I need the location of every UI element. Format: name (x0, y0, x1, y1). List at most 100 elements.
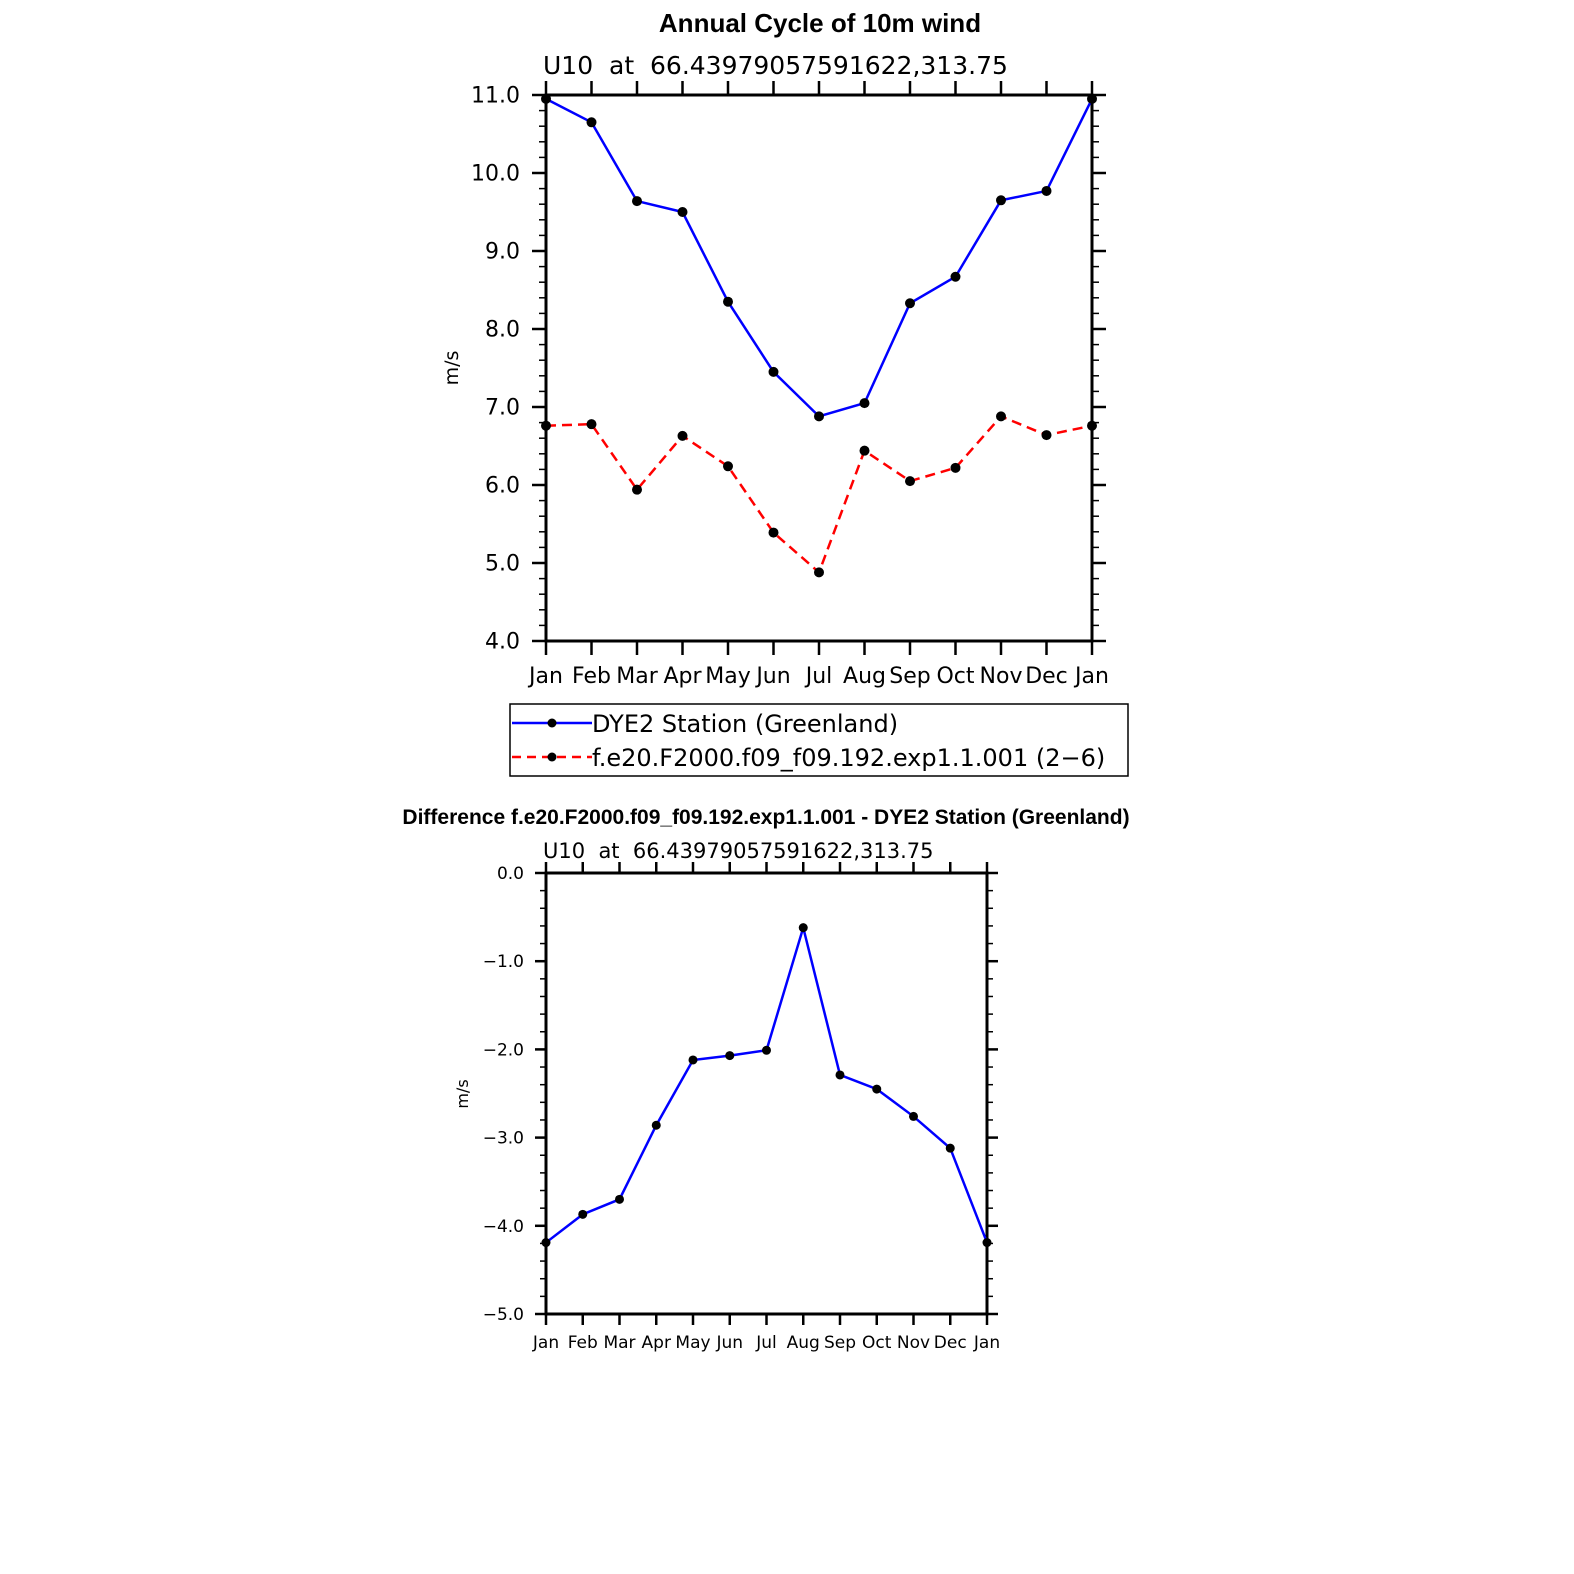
chart1-series-1-point (632, 484, 642, 495)
legend-marker-obs (547, 718, 557, 728)
chart1-axes: Jan Feb Mar Apr May Jun Jul Aug Sep Oct Nov Dec Jan4… (471, 81, 1109, 689)
chart2-ytick-label: −1.0 (483, 952, 524, 972)
difference-chart: Difference f.e20.F2000.f09_f09.192.exp1.… (402, 806, 1129, 1353)
chart2-ytick-label: −2.0 (483, 1040, 524, 1060)
chart2-xtick-label: Jun (715, 1333, 743, 1353)
chart1-xtick-label: Dec (1025, 664, 1068, 689)
annual-cycle-chart: Annual Cycle of 10m wind U10 at 66.43979… (441, 8, 1129, 777)
chart1-series-0-point (996, 195, 1006, 206)
chart1-series-0-point (586, 117, 597, 128)
chart1-frame (544, 93, 1094, 643)
chart1-xtick-label: Jul (804, 664, 833, 689)
chart2-series-0-point (651, 1120, 661, 1130)
chart2-series-0-point (615, 1194, 624, 1204)
chart2-series-0-point (982, 1238, 992, 1248)
chart2-series-0-point (541, 1238, 551, 1248)
chart2-xtick-label: Jan (532, 1333, 559, 1353)
chart1-series-1-point (814, 567, 824, 578)
chart2-xtick-label: Oct (862, 1333, 892, 1353)
legend-label-model: f.e20.F2000.f09_f09.192.exp1.1.001 (2−6) (592, 744, 1105, 772)
chart1-xtick-label: Oct (936, 664, 974, 689)
chart2-xtick-label: Sep (824, 1333, 856, 1353)
chart1-xtick-label: Feb (572, 664, 611, 689)
chart1-series-1-point (859, 445, 870, 456)
chart2-xtick-label: Aug (787, 1333, 820, 1353)
chart1-xtick-label: Jun (754, 664, 790, 689)
chart1-series-line-0 (545, 97, 1094, 418)
chart1-ylabel: m/s (441, 351, 463, 386)
chart1-series-0-point (541, 93, 551, 104)
chart1-series-0-point (905, 298, 915, 309)
chart2-xtick-label: May (675, 1333, 710, 1353)
chart2-series-0-point (688, 1055, 698, 1065)
chart1-series-1-point (1041, 430, 1052, 441)
chart1-series-1-point (1087, 420, 1097, 431)
chart1-series-1-point (723, 461, 733, 472)
chart1-ytick-label: 4.0 (485, 630, 520, 655)
chart2-series-0-point (762, 1045, 771, 1055)
legend-label-obs: DYE2 Station (Greenland) (592, 710, 898, 738)
chart2-series-0-point (578, 1209, 588, 1219)
chart2-series-group (541, 922, 992, 1248)
chart2-xtick-label: Jan (973, 1333, 1000, 1353)
chart2-xtick-label: Nov (897, 1333, 930, 1353)
chart1-series-1-point (768, 527, 779, 538)
chart1-series-0-point (632, 196, 642, 207)
chart2-ylabel: m/s (453, 1079, 472, 1108)
chart2-title: Difference f.e20.F2000.f09_f09.192.exp1.… (402, 806, 1129, 829)
chart2-series-0-point (909, 1111, 918, 1121)
chart1-series-0-point (814, 411, 824, 422)
chart1-series-1-point (541, 420, 551, 431)
chart2-xtick-label: Feb (568, 1333, 598, 1353)
chart2-series-0-point (798, 923, 808, 933)
chart1-xtick-label: Jan (527, 664, 563, 689)
chart2-series-line-0 (545, 922, 989, 1244)
chart1-series-0-point (768, 366, 779, 377)
chart1-ytick-label: 7.0 (485, 396, 520, 421)
chart1-legend: DYE2 Station (Greenland) f.e20.F2000.f09… (509, 703, 1129, 777)
chart2-xtick-label: Jul (755, 1333, 777, 1353)
chart2-xtick-label: Mar (603, 1333, 635, 1353)
chart1-ytick-label: 5.0 (485, 552, 520, 577)
chart2-xtick-label: Dec (934, 1333, 967, 1353)
chart1-xtick-label: Nov (980, 664, 1023, 689)
chart1-ytick-label: 8.0 (485, 318, 520, 343)
chart2-ytick-label: −4.0 (483, 1217, 524, 1237)
chart2-frame (544, 871, 989, 1316)
chart1-series-0-point (677, 207, 688, 217)
chart1-ytick-label: 11.0 (471, 84, 520, 109)
chart1-xtick-label: Aug (843, 664, 886, 689)
chart1-xtick-label: Jan (1073, 664, 1109, 689)
chart2-ytick-label: 0.0 (497, 864, 524, 884)
chart1-series-0-point (859, 398, 870, 409)
chart2-series-0-point (872, 1084, 882, 1094)
chart1-series-0-point (723, 296, 733, 307)
chart1-title: Annual Cycle of 10m wind (659, 8, 981, 38)
chart1-ytick-label: 6.0 (485, 474, 520, 499)
chart1-xtick-label: Apr (663, 664, 702, 689)
chart1-series-0-point (1041, 185, 1052, 196)
chart1-series-1-point (905, 476, 915, 487)
chart1-xtick-label: Sep (889, 664, 930, 689)
chart1-series-1-point (586, 419, 597, 430)
chart2-ytick-label: −5.0 (483, 1305, 524, 1325)
chart2-axes: Jan Feb Mar Apr May Jun Jul Aug Sep Oct Nov Dec Jan−… (483, 862, 1000, 1353)
chart2-series-0-point (835, 1070, 845, 1080)
chart1-subtitle: U10 at 66.43979057591622,313.75 (543, 51, 1008, 80)
chart2-series-0-point (945, 1143, 955, 1153)
chart1-series-1-point (950, 462, 961, 473)
chart2-series-0-point (725, 1051, 735, 1061)
chart1-series-group (541, 93, 1097, 578)
chart1-series-1-point (996, 411, 1006, 422)
chart2-xtick-label: Apr (642, 1333, 671, 1353)
chart1-xtick-label: May (705, 664, 750, 689)
chart2-subtitle: U10 at 66.43979057591622,313.75 (543, 839, 934, 863)
chart1-ytick-label: 10.0 (471, 162, 520, 187)
chart1-series-0-point (1087, 93, 1097, 104)
chart1-series-line-1 (545, 414, 1093, 575)
chart1-series-0-point (950, 271, 961, 282)
chart1-series-1-point (677, 430, 688, 441)
legend-marker-model (547, 752, 557, 762)
legend-box (509, 703, 1129, 777)
